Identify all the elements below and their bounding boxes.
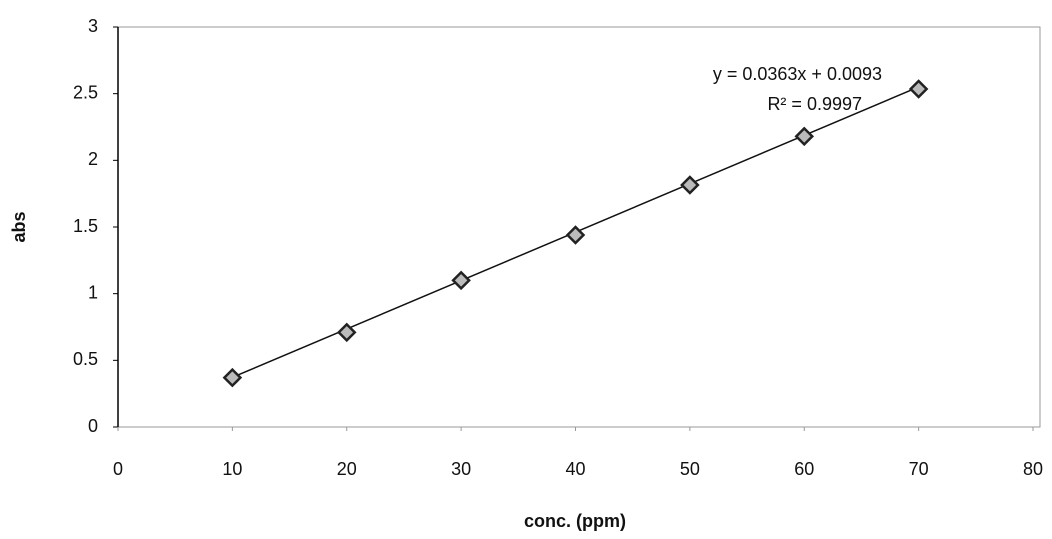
point — [336, 322, 357, 343]
y-tick-label: 1 — [88, 282, 98, 302]
x-tick-label: 70 — [909, 459, 929, 479]
x-tick-label: 40 — [565, 459, 585, 479]
x-tick-label: 60 — [794, 459, 814, 479]
y-tick-label: 2 — [88, 149, 98, 169]
trendline-r2: R² = 0.9997 — [767, 94, 862, 114]
y-tick-label: 0 — [88, 416, 98, 436]
x-tick-label: 80 — [1023, 459, 1043, 479]
point — [222, 367, 243, 388]
x-tick-label: 20 — [337, 459, 357, 479]
x-tick-label: 50 — [680, 459, 700, 479]
point — [908, 79, 929, 99]
point — [794, 126, 815, 147]
x-tick-label: 10 — [222, 459, 242, 479]
y-tick-label: 3 — [88, 16, 98, 36]
y-tick-label: 0.5 — [73, 349, 98, 369]
x-tick-label: 0 — [113, 459, 123, 479]
y-tick-label: 2.5 — [73, 82, 98, 102]
x-axis-title: conc. (ppm) — [524, 511, 626, 531]
point — [565, 225, 586, 245]
point — [680, 175, 700, 195]
trendline-equation: y = 0.0363x + 0.0093 — [713, 64, 882, 84]
point — [451, 270, 471, 291]
x-tick-label: 30 — [451, 459, 471, 479]
y-tick-label: 1.5 — [73, 216, 98, 236]
y-axis-title: abs — [9, 211, 29, 242]
